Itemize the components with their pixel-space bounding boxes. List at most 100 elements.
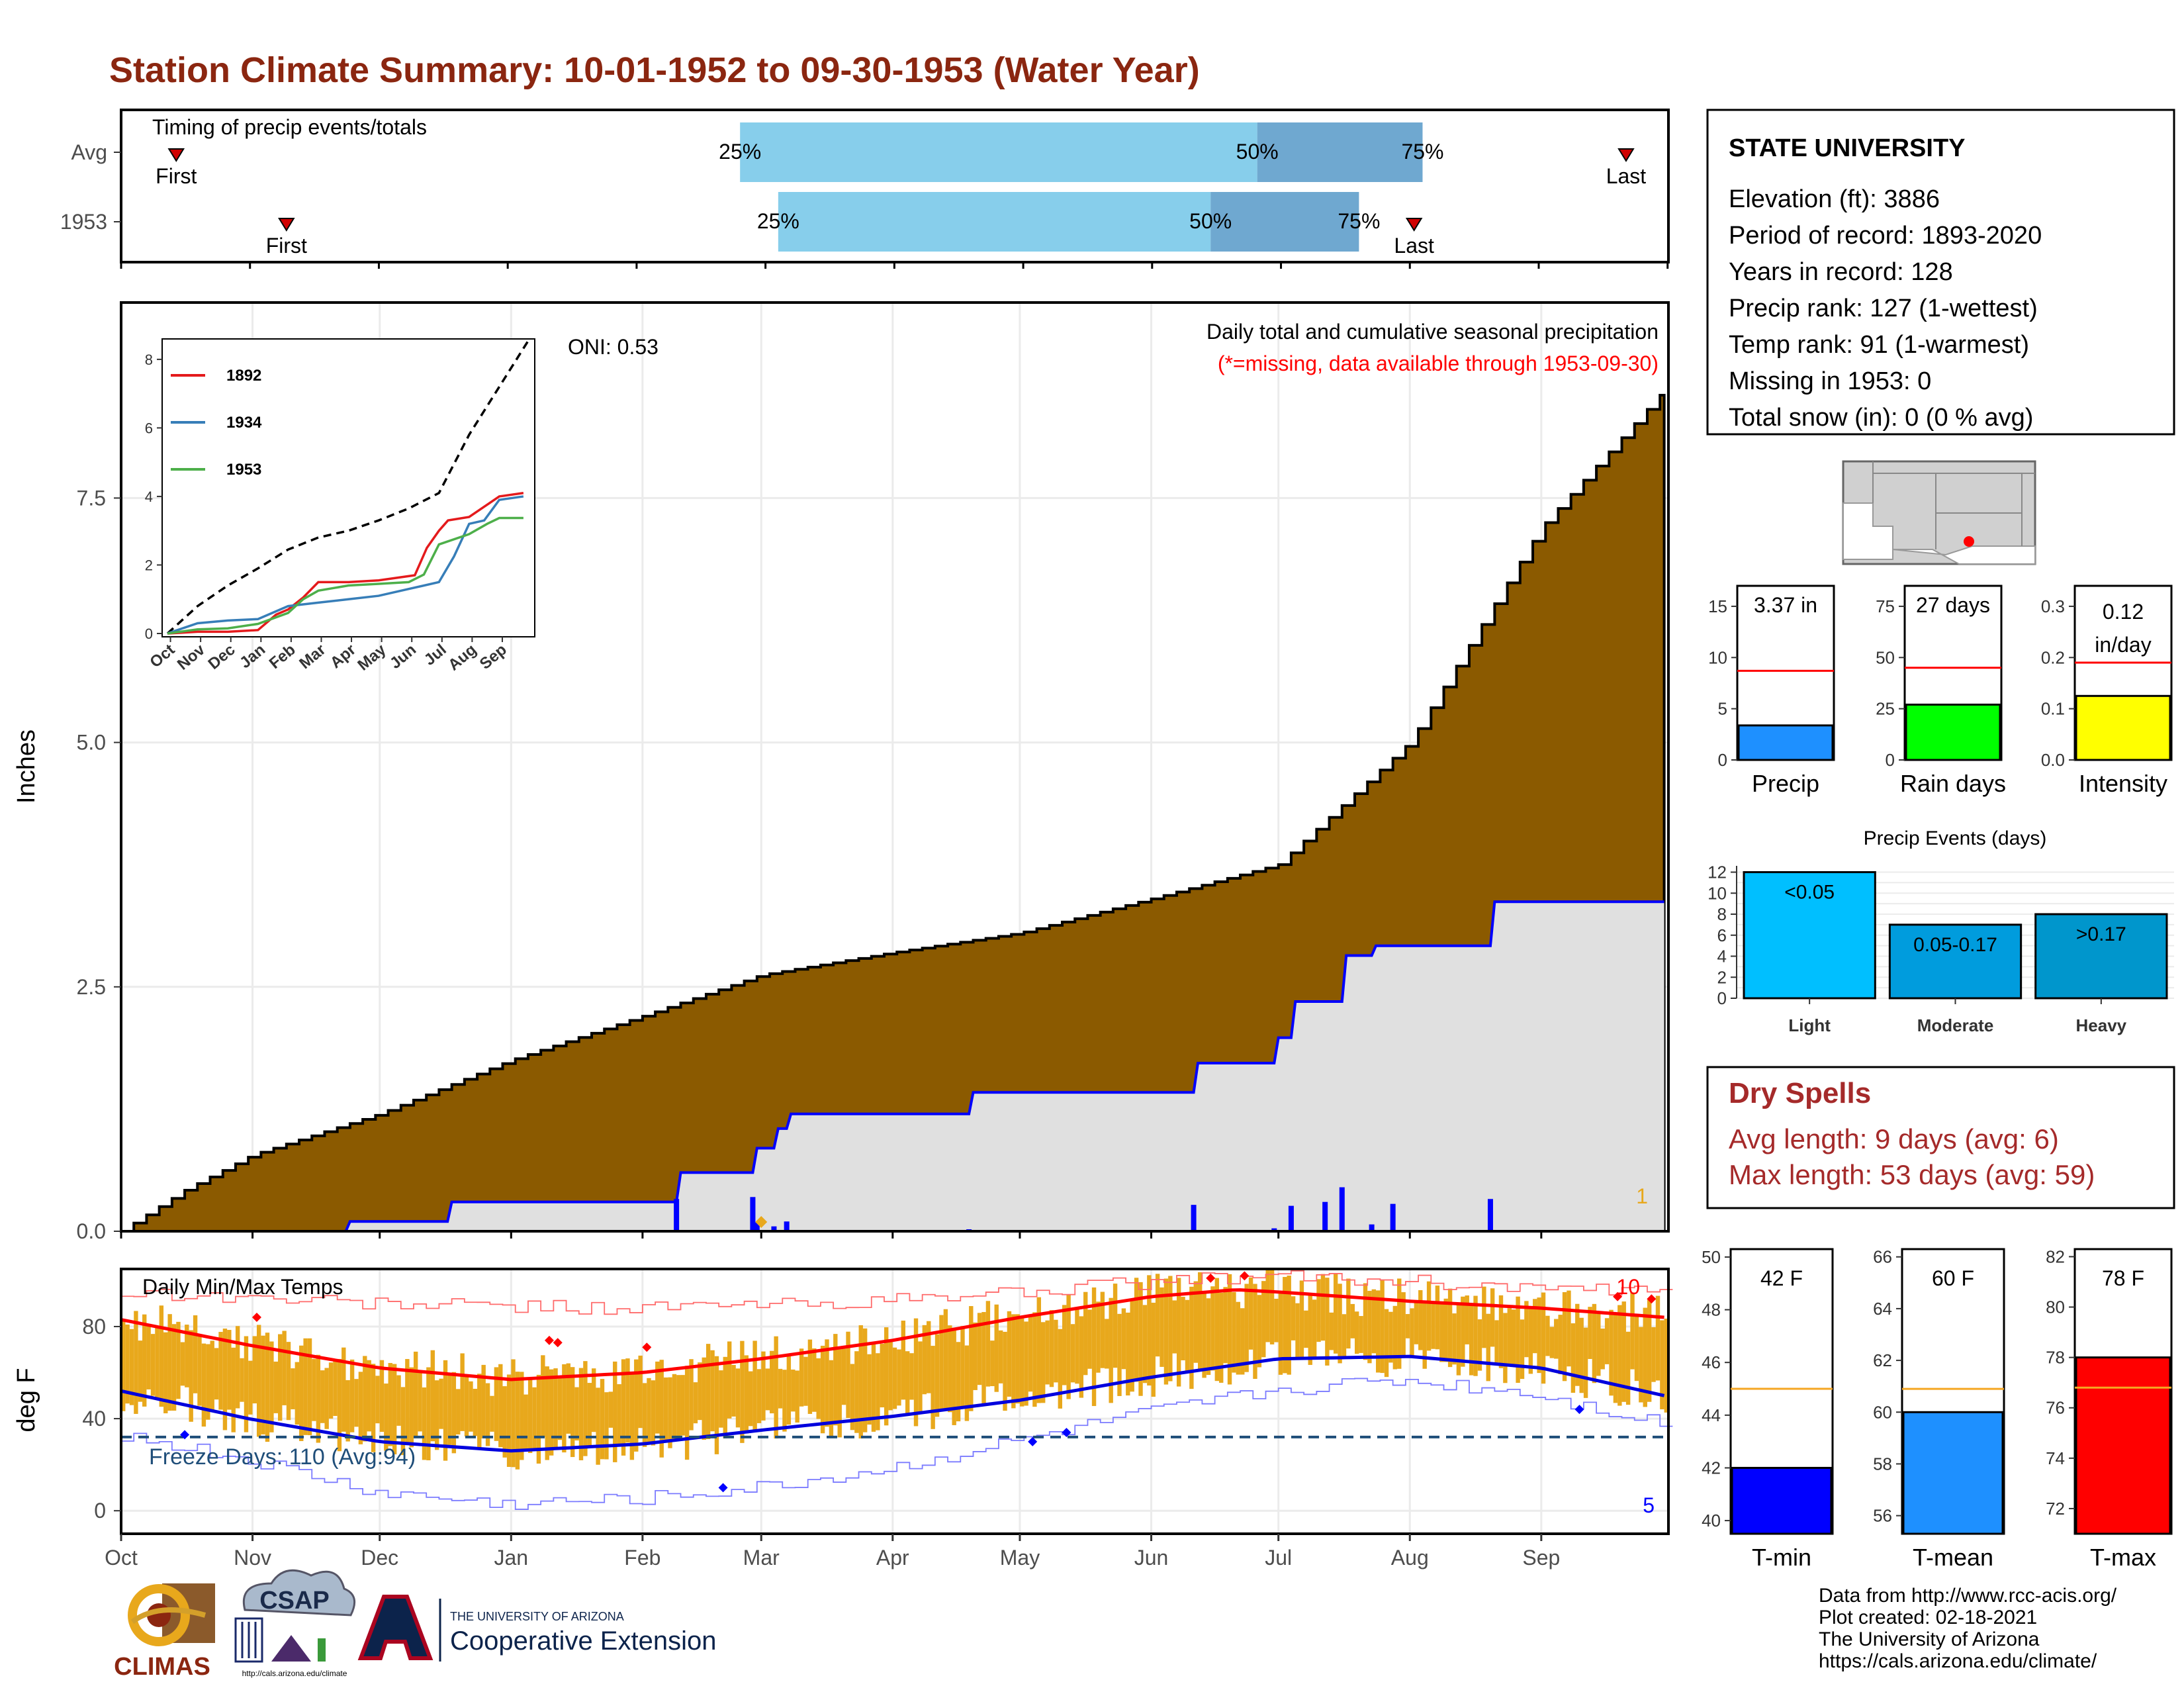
daily-temp-bar (150, 1334, 156, 1396)
small-chart-value-label: 42 F (1760, 1266, 1803, 1290)
record-min-line (121, 1378, 1673, 1510)
daily-temp-bar (1096, 1301, 1101, 1373)
cum-y-tick-label: 5.0 (77, 731, 106, 755)
daily-temp-bar (490, 1395, 494, 1432)
daily-temp-bar (1163, 1278, 1169, 1385)
daily-temp-bar (799, 1348, 804, 1407)
daily-temp-bar (155, 1328, 159, 1399)
daily-temp-bar (1414, 1300, 1419, 1344)
daily-temp-bar (1392, 1305, 1398, 1370)
small-chart-y-tick-label: 74 (2046, 1448, 2065, 1468)
timing-p25-label: 25% (719, 140, 761, 164)
temp-x-tick-label: Jun (1134, 1546, 1169, 1570)
daily-temp-bar (324, 1368, 329, 1429)
small-chart-bar (1737, 724, 1834, 761)
cum-y-tick-label: 7.5 (77, 486, 106, 510)
cum-chart-subtitle: (*=missing, data available through 1953-… (1218, 352, 1659, 375)
daily-temp-bar (1507, 1308, 1512, 1364)
small-chart-category-label: Rain days (1900, 770, 2006, 797)
daily-temp-bar (1405, 1314, 1410, 1338)
daily-temp-bar (934, 1334, 940, 1417)
daily-temp-bar (1070, 1324, 1075, 1383)
daily-temp-bar (214, 1348, 219, 1400)
daily-temp-bar (481, 1364, 486, 1438)
small-chart-y-tick-label: 44 (1702, 1405, 1721, 1425)
daily-temp-bar (532, 1387, 537, 1448)
record-max-point (251, 1313, 261, 1323)
daily-temp-bar (850, 1364, 855, 1430)
daily-temp-bar (1524, 1301, 1529, 1358)
daily-temp-bar (1113, 1284, 1118, 1368)
daily-temp-bar (749, 1371, 753, 1427)
station-elevation: Elevation (ft): 3886 (1729, 185, 1940, 213)
small-chart-category-label: Precip (1752, 770, 1819, 797)
temp-y-tick-label: 0 (94, 1499, 106, 1523)
daily-temp-bar (689, 1359, 694, 1430)
daily-temp-bar (1036, 1297, 1041, 1403)
daily-precip-bar (1271, 1228, 1277, 1231)
daily-temp-bar (1130, 1299, 1134, 1392)
daily-temp-bar (426, 1367, 431, 1461)
timing-p25-label: 25% (757, 209, 799, 233)
daily-temp-bar (990, 1340, 995, 1386)
daily-temp-bar (1299, 1280, 1304, 1358)
daily-temp-bar (235, 1326, 240, 1409)
record-max-point (642, 1342, 652, 1352)
station-name: STATE UNIVERSITY (1729, 134, 1966, 162)
inset-y-tick-label: 4 (145, 489, 153, 505)
daily-temp-bar (570, 1367, 575, 1458)
timing-last-marker (1617, 148, 1635, 162)
daily-temp-bar (651, 1380, 656, 1446)
daily-temp-bar (1592, 1303, 1597, 1383)
small-chart-value-label: 60 F (1932, 1266, 1974, 1290)
daily-temp-bar (1625, 1331, 1631, 1405)
daily-temp-bar (816, 1358, 821, 1419)
timing-title: Timing of precip events/totals (152, 115, 427, 139)
daily-temp-bar (354, 1379, 359, 1427)
daily-temp-bar (1007, 1311, 1012, 1397)
daily-temp-bar (1278, 1291, 1283, 1375)
dry-spells-frame (1706, 1066, 2175, 1209)
daily-temp-bar (1257, 1295, 1262, 1368)
climas-logo-text: CLIMAS (114, 1653, 210, 1681)
daily-temp-bar (506, 1374, 512, 1468)
daily-temp-bar (927, 1321, 931, 1393)
daily-precip-bar (1339, 1187, 1345, 1231)
events-y-tick-label: 4 (1717, 947, 1727, 966)
daily-temp-bar (897, 1349, 901, 1406)
daily-temp-bar (931, 1346, 935, 1429)
daily-temp-bar (456, 1389, 461, 1435)
small-chart-y-tick-label: 42 (1702, 1458, 1721, 1477)
csap-logo-text: CSAP (259, 1587, 330, 1615)
avg-cumulative-area (121, 394, 1666, 1233)
ua-large-text: Cooperative Extension (450, 1626, 716, 1656)
daily-temp-bar (740, 1340, 745, 1443)
daily-temp-bar (1596, 1313, 1601, 1376)
daily-temp-bar (477, 1374, 482, 1448)
daily-temp-bar (854, 1351, 859, 1433)
footer-line-2: Plot created: 02-18-2021 (1819, 1607, 2037, 1628)
daily-temp-bar (1570, 1323, 1576, 1393)
daily-temp-bar (227, 1330, 232, 1410)
daily-temp-bar (536, 1374, 541, 1464)
page-title: Station Climate Summary: 10-01-1952 to 0… (109, 50, 1200, 90)
small-chart-bar (1731, 1466, 1833, 1535)
daily-temp-bar (1473, 1295, 1478, 1376)
daily-temp-bar (1333, 1274, 1338, 1354)
daily-temp-bar (1210, 1286, 1215, 1371)
daily-temp-bar (252, 1336, 257, 1404)
avg-min-line (120, 1354, 1665, 1453)
daily-temp-bar (1498, 1295, 1504, 1368)
daily-temp-bar (1397, 1278, 1402, 1369)
daily-temp-bar (1617, 1305, 1622, 1406)
daily-temp-bar (125, 1324, 130, 1404)
record-min-point (718, 1483, 728, 1493)
daily-temp-bar (714, 1356, 719, 1454)
daily-temp-bar (1549, 1327, 1555, 1358)
daily-temp-bar (557, 1378, 563, 1440)
daily-precip-bar (771, 1226, 777, 1231)
daily-temp-bar (269, 1341, 274, 1432)
daily-temp-bar (549, 1369, 554, 1456)
daily-temp-bar (1087, 1309, 1092, 1369)
daily-temp-bar (1609, 1309, 1614, 1396)
